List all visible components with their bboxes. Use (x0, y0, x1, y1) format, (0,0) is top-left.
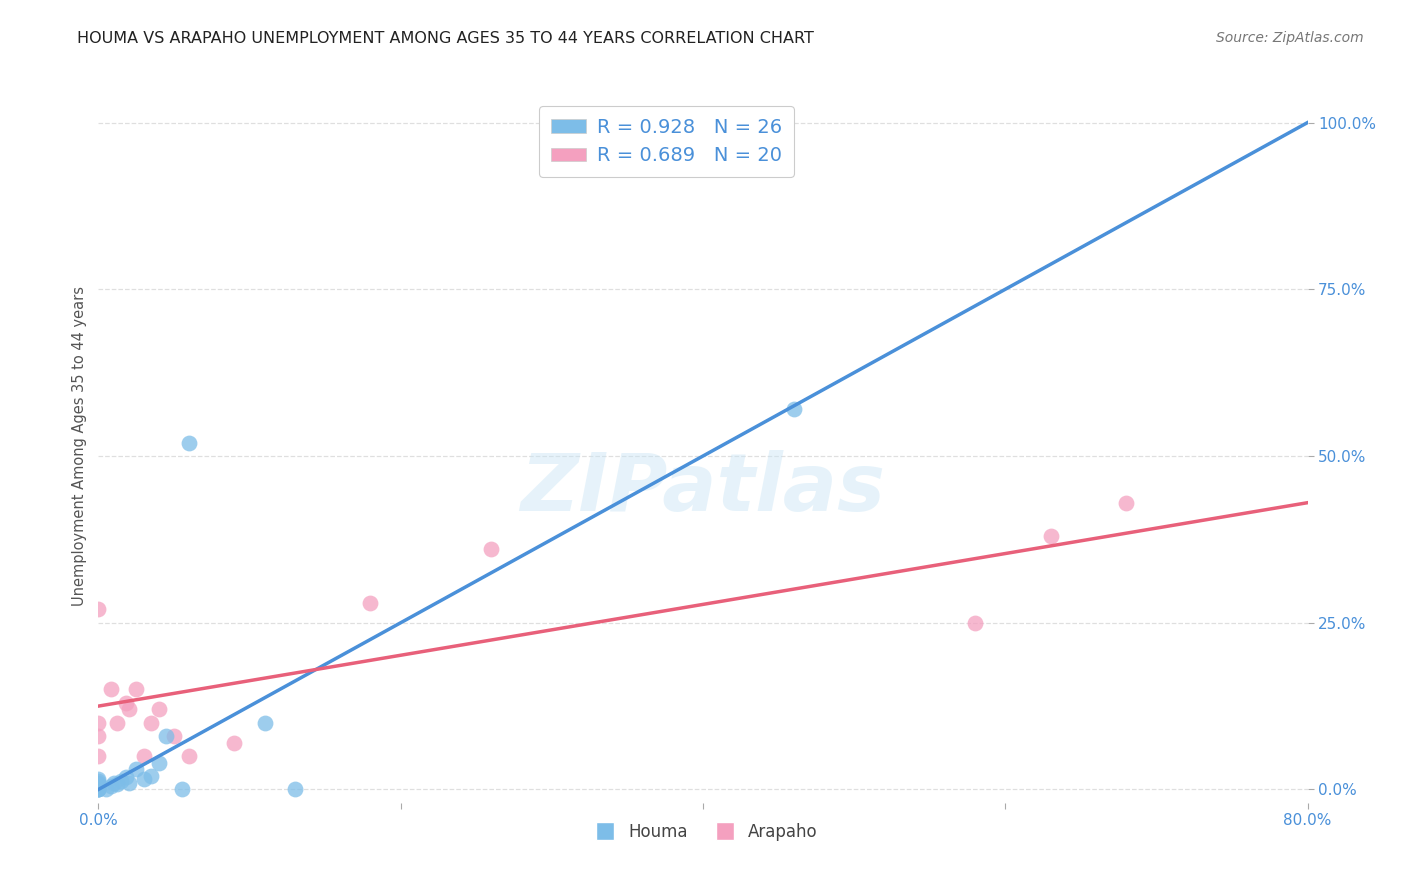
Point (87, 715, 110, 730)
Point (87, 782, 110, 797)
Text: HOUMA VS ARAPAHO UNEMPLOYMENT AMONG AGES 35 TO 44 YEARS CORRELATION CHART: HOUMA VS ARAPAHO UNEMPLOYMENT AMONG AGES… (77, 31, 814, 46)
Point (481, 542, 503, 557)
Point (179, 749, 201, 764)
Point (114, 771, 136, 785)
Point (87, 772, 110, 787)
Point (105, 777, 128, 791)
Point (284, 782, 307, 797)
Point (783, 402, 806, 417)
Point (100, 682, 122, 697)
Point (360, 596, 382, 610)
Point (87, 779, 110, 793)
Point (87, 782, 110, 797)
Point (118, 702, 141, 716)
Point (87, 774, 110, 789)
Point (100, 779, 122, 793)
Point (1039, 529, 1062, 543)
Point (87, 777, 110, 791)
Point (94, 782, 117, 797)
Point (1115, 496, 1137, 510)
Point (118, 776, 141, 790)
Point (87, 776, 110, 790)
Legend: Houma, Arapaho: Houma, Arapaho (582, 817, 824, 848)
Text: Source: ZipAtlas.com: Source: ZipAtlas.com (1216, 31, 1364, 45)
Point (965, 615, 987, 630)
Point (163, 729, 186, 743)
Point (148, 756, 170, 770)
Point (87, 602, 110, 616)
Text: ZIPatlas: ZIPatlas (520, 450, 886, 528)
Point (141, 715, 163, 730)
Point (148, 702, 170, 716)
Y-axis label: Unemployment Among Ages 35 to 44 years: Unemployment Among Ages 35 to 44 years (72, 286, 87, 606)
Point (179, 435, 201, 450)
Point (141, 769, 163, 783)
Point (224, 736, 246, 750)
Point (132, 749, 155, 764)
Point (103, 776, 125, 790)
Point (253, 715, 276, 730)
Point (125, 682, 148, 697)
Point (155, 729, 177, 743)
Point (170, 782, 193, 797)
Point (87, 782, 110, 797)
Point (132, 772, 155, 787)
Point (87, 729, 110, 743)
Point (87, 782, 110, 797)
Point (87, 749, 110, 764)
Point (114, 696, 136, 710)
Point (105, 715, 128, 730)
Point (125, 763, 148, 777)
Point (110, 774, 132, 789)
